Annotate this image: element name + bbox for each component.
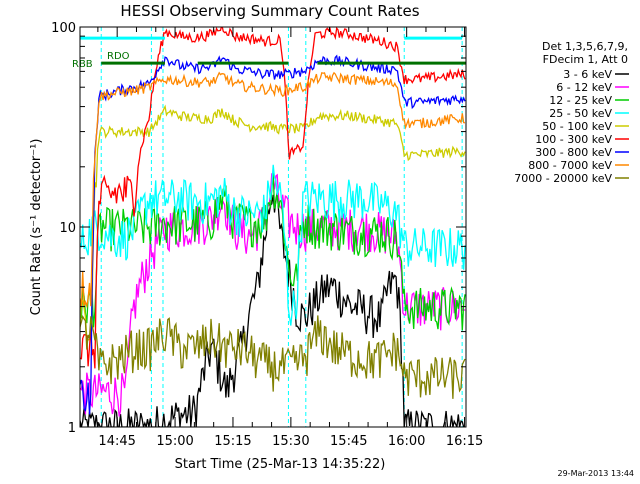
legend-entry-label: 300 - 800 keV: [535, 146, 612, 159]
x-axis-label: Start Time (25-Mar-13 14:35:22): [175, 457, 386, 472]
x-tick-label: 15:45: [330, 434, 367, 449]
plot-area: RDO RBB: [72, 27, 466, 427]
x-tick-label: 16:15: [446, 434, 483, 449]
y-tick-label: 1: [68, 421, 76, 436]
y-tick-label: 100: [51, 21, 76, 36]
x-tick-label: 15:30: [272, 434, 309, 449]
y-axis-label: Count Rate (s⁻¹ detector⁻¹): [29, 139, 44, 316]
series-line-7: [80, 71, 466, 309]
chart-title: HESSI Observing Summary Count Rates: [120, 2, 419, 20]
legend-entry-label: 800 - 7000 keV: [528, 159, 612, 172]
series-line-5: [80, 27, 466, 369]
x-tick-label: 16:00: [388, 434, 425, 449]
legend-entry-label: 6 - 12 keV: [556, 81, 612, 94]
legend-header-line-2: FDecim 1, Att 0: [543, 53, 628, 66]
footer-date: 29-Mar-2013 13:44: [558, 469, 635, 478]
series-line-0: [80, 191, 465, 427]
legend-entry-label: 100 - 300 keV: [535, 133, 612, 146]
flag-label-rdo: RDO: [107, 51, 130, 62]
legend: Det 1,3,5,6,7,9, FDecim 1, Att 0 3 - 6 k…: [514, 40, 629, 185]
y-tick-label: 10: [59, 221, 76, 236]
legend-entry-label: 7000 - 20000 keV: [514, 172, 612, 185]
axes: 1 10 100 14:45 15:00 15:15 15:30 15:45 16:00 16:1…: [51, 21, 483, 449]
legend-header-line-1: Det 1,3,5,6,7,9,: [542, 40, 628, 53]
legend-entry-label: 25 - 50 keV: [549, 107, 612, 120]
series-line-8: [80, 314, 466, 399]
plot-inner: [80, 27, 466, 427]
legend-entry-label: 12 - 25 keV: [549, 94, 612, 107]
series-line-3: [80, 164, 466, 326]
legend-entry-label: 3 - 6 keV: [563, 68, 612, 81]
x-tick-label: 15:00: [156, 434, 193, 449]
legend-entry-label: 50 - 100 keV: [542, 120, 612, 133]
x-tick-label: 14:45: [98, 434, 135, 449]
x-tick-label: 15:15: [214, 434, 251, 449]
flag-label-rbb: RBB: [72, 59, 93, 70]
